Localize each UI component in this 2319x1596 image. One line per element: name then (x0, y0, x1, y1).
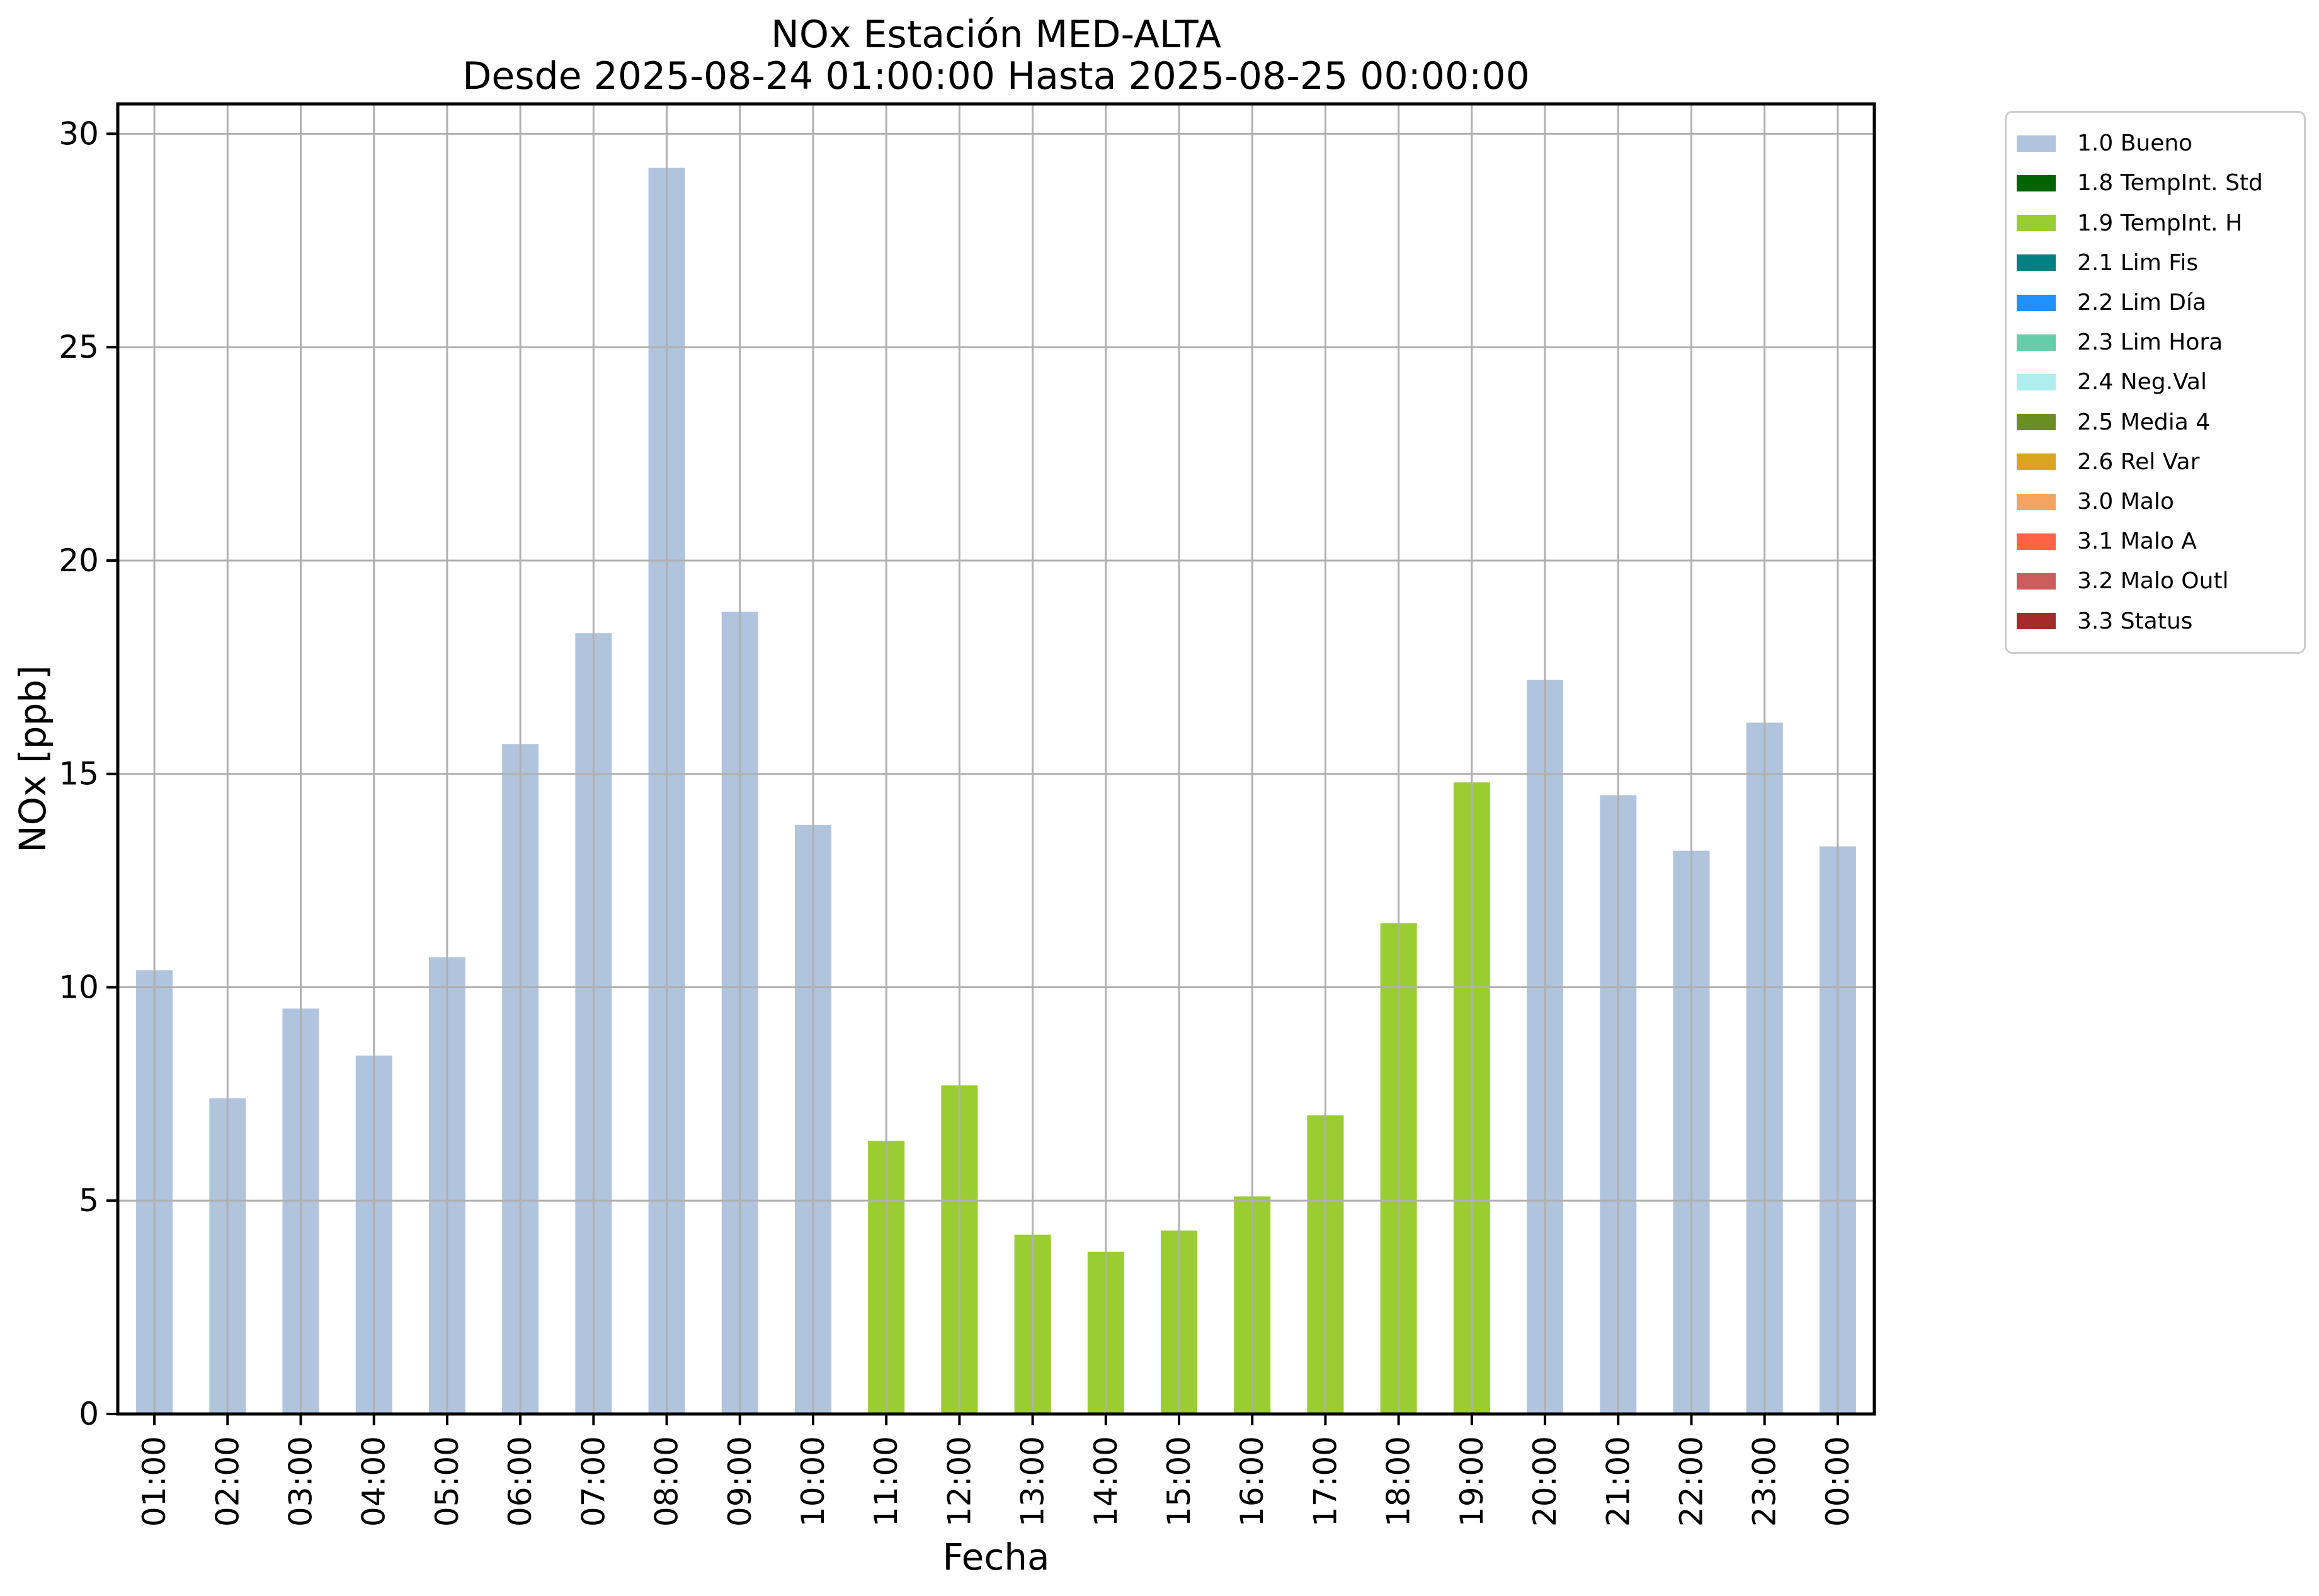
x-tick-label: 17:00 (1307, 1436, 1343, 1527)
legend-row: 3.0 Malo (2007, 489, 2304, 515)
x-tick-label: 14:00 (1088, 1436, 1124, 1527)
chart-title-block: NOx Estación MED-ALTA Desde 2025-08-24 0… (118, 14, 1874, 97)
legend-label: 2.4 Neg.Val (2077, 369, 2207, 396)
legend-label: 1.0 Bueno (2077, 130, 2193, 157)
legend-swatch-icon (2017, 294, 2056, 311)
legend-label: 3.2 Malo Outl (2077, 568, 2229, 595)
legend-swatch-icon (2017, 533, 2056, 550)
y-tick-label: 15 (59, 756, 99, 792)
x-tick-label: 06:00 (502, 1436, 538, 1527)
y-axis-label: NOx [ppb] (11, 665, 54, 853)
x-tick-label: 12:00 (941, 1436, 977, 1527)
legend-swatch-icon (2017, 573, 2056, 590)
legend-swatch-icon (2017, 493, 2056, 510)
chart-subtitle: Desde 2025-08-24 01:00:00 Hasta 2025-08-… (462, 54, 1530, 98)
legend-label: 3.3 Status (2077, 608, 2193, 634)
x-tick-label: 23:00 (1746, 1436, 1783, 1527)
legend: 1.0 Bueno 1.8 TempInt. Std 1.9 TempInt. H 2… (2005, 111, 2306, 654)
legend-row: 1.9 TempInt. H (2007, 210, 2304, 236)
x-tick-label: 03:00 (283, 1436, 319, 1527)
legend-swatch-icon (2017, 215, 2056, 232)
legend-row: 2.5 Media 4 (2007, 409, 2304, 435)
legend-label: 2.6 Rel Var (2077, 448, 2200, 475)
x-tick-label: 10:00 (795, 1436, 831, 1527)
x-tick-label: 00:00 (1820, 1436, 1856, 1527)
x-tick-label: 09:00 (722, 1436, 758, 1527)
legend-label: 1.9 TempInt. H (2077, 210, 2243, 236)
legend-row: 3.1 Malo A (2007, 528, 2304, 554)
legend-swatch-icon (2017, 135, 2056, 152)
x-tick-label: 22:00 (1673, 1436, 1709, 1527)
legend-swatch-icon (2017, 414, 2056, 431)
legend-label: 2.2 Lim Día (2077, 290, 2207, 316)
x-tick-label: 07:00 (575, 1436, 612, 1527)
x-tick-label: 21:00 (1600, 1436, 1636, 1527)
legend-swatch-icon (2017, 453, 2056, 470)
x-tick-label: 08:00 (649, 1436, 685, 1527)
legend-row: 3.2 Malo Outl (2007, 568, 2304, 594)
legend-swatch-icon (2017, 254, 2056, 271)
legend-swatch-icon (2017, 613, 2056, 630)
legend-row: 2.6 Rel Var (2007, 449, 2304, 475)
x-tick-label: 04:00 (356, 1436, 392, 1527)
legend-row: 2.3 Lim Hora (2007, 329, 2304, 355)
x-axis-label: Fecha (942, 1536, 1050, 1578)
y-tick-label: 5 (79, 1182, 99, 1219)
legend-row: 2.4 Neg.Val (2007, 369, 2304, 395)
legend-label: 3.1 Malo A (2077, 528, 2197, 555)
legend-row: 1.0 Bueno (2007, 130, 2304, 156)
legend-swatch-icon (2017, 174, 2056, 191)
x-tick-label: 16:00 (1234, 1436, 1270, 1527)
legend-row: 1.8 TempInt. Std (2007, 170, 2304, 196)
x-tick-label: 15:00 (1161, 1436, 1197, 1527)
y-tick-label: 20 (59, 542, 99, 579)
legend-row: 2.2 Lim Día (2007, 290, 2304, 316)
x-tick-label: 18:00 (1381, 1436, 1417, 1527)
y-tick-label: 30 (59, 115, 99, 152)
x-tick-label: 11:00 (868, 1436, 904, 1527)
x-tick-label: 13:00 (1015, 1436, 1051, 1527)
legend-label: 1.8 TempInt. Std (2077, 170, 2263, 197)
x-tick-label: 02:00 (209, 1436, 246, 1527)
legend-row: 3.3 Status (2007, 608, 2304, 634)
legend-swatch-icon (2017, 373, 2056, 390)
legend-label: 2.1 Lim Fis (2077, 249, 2199, 276)
x-tick-label: 01:00 (136, 1436, 173, 1527)
y-tick-label: 10 (59, 969, 99, 1005)
legend-label: 2.3 Lim Hora (2077, 329, 2223, 356)
legend-label: 3.0 Malo (2077, 489, 2174, 515)
y-tick-label: 25 (59, 329, 99, 365)
y-tick-label: 0 (79, 1396, 99, 1432)
legend-row: 2.1 Lim Fis (2007, 250, 2304, 276)
chart-title: NOx Estación MED-ALTA (770, 13, 1222, 57)
x-tick-label: 05:00 (429, 1436, 465, 1527)
x-tick-label: 19:00 (1454, 1436, 1490, 1527)
axes-frame (116, 102, 1876, 1416)
x-tick-label: 20:00 (1527, 1436, 1563, 1527)
legend-label: 2.5 Media 4 (2077, 409, 2211, 435)
legend-swatch-icon (2017, 334, 2056, 351)
